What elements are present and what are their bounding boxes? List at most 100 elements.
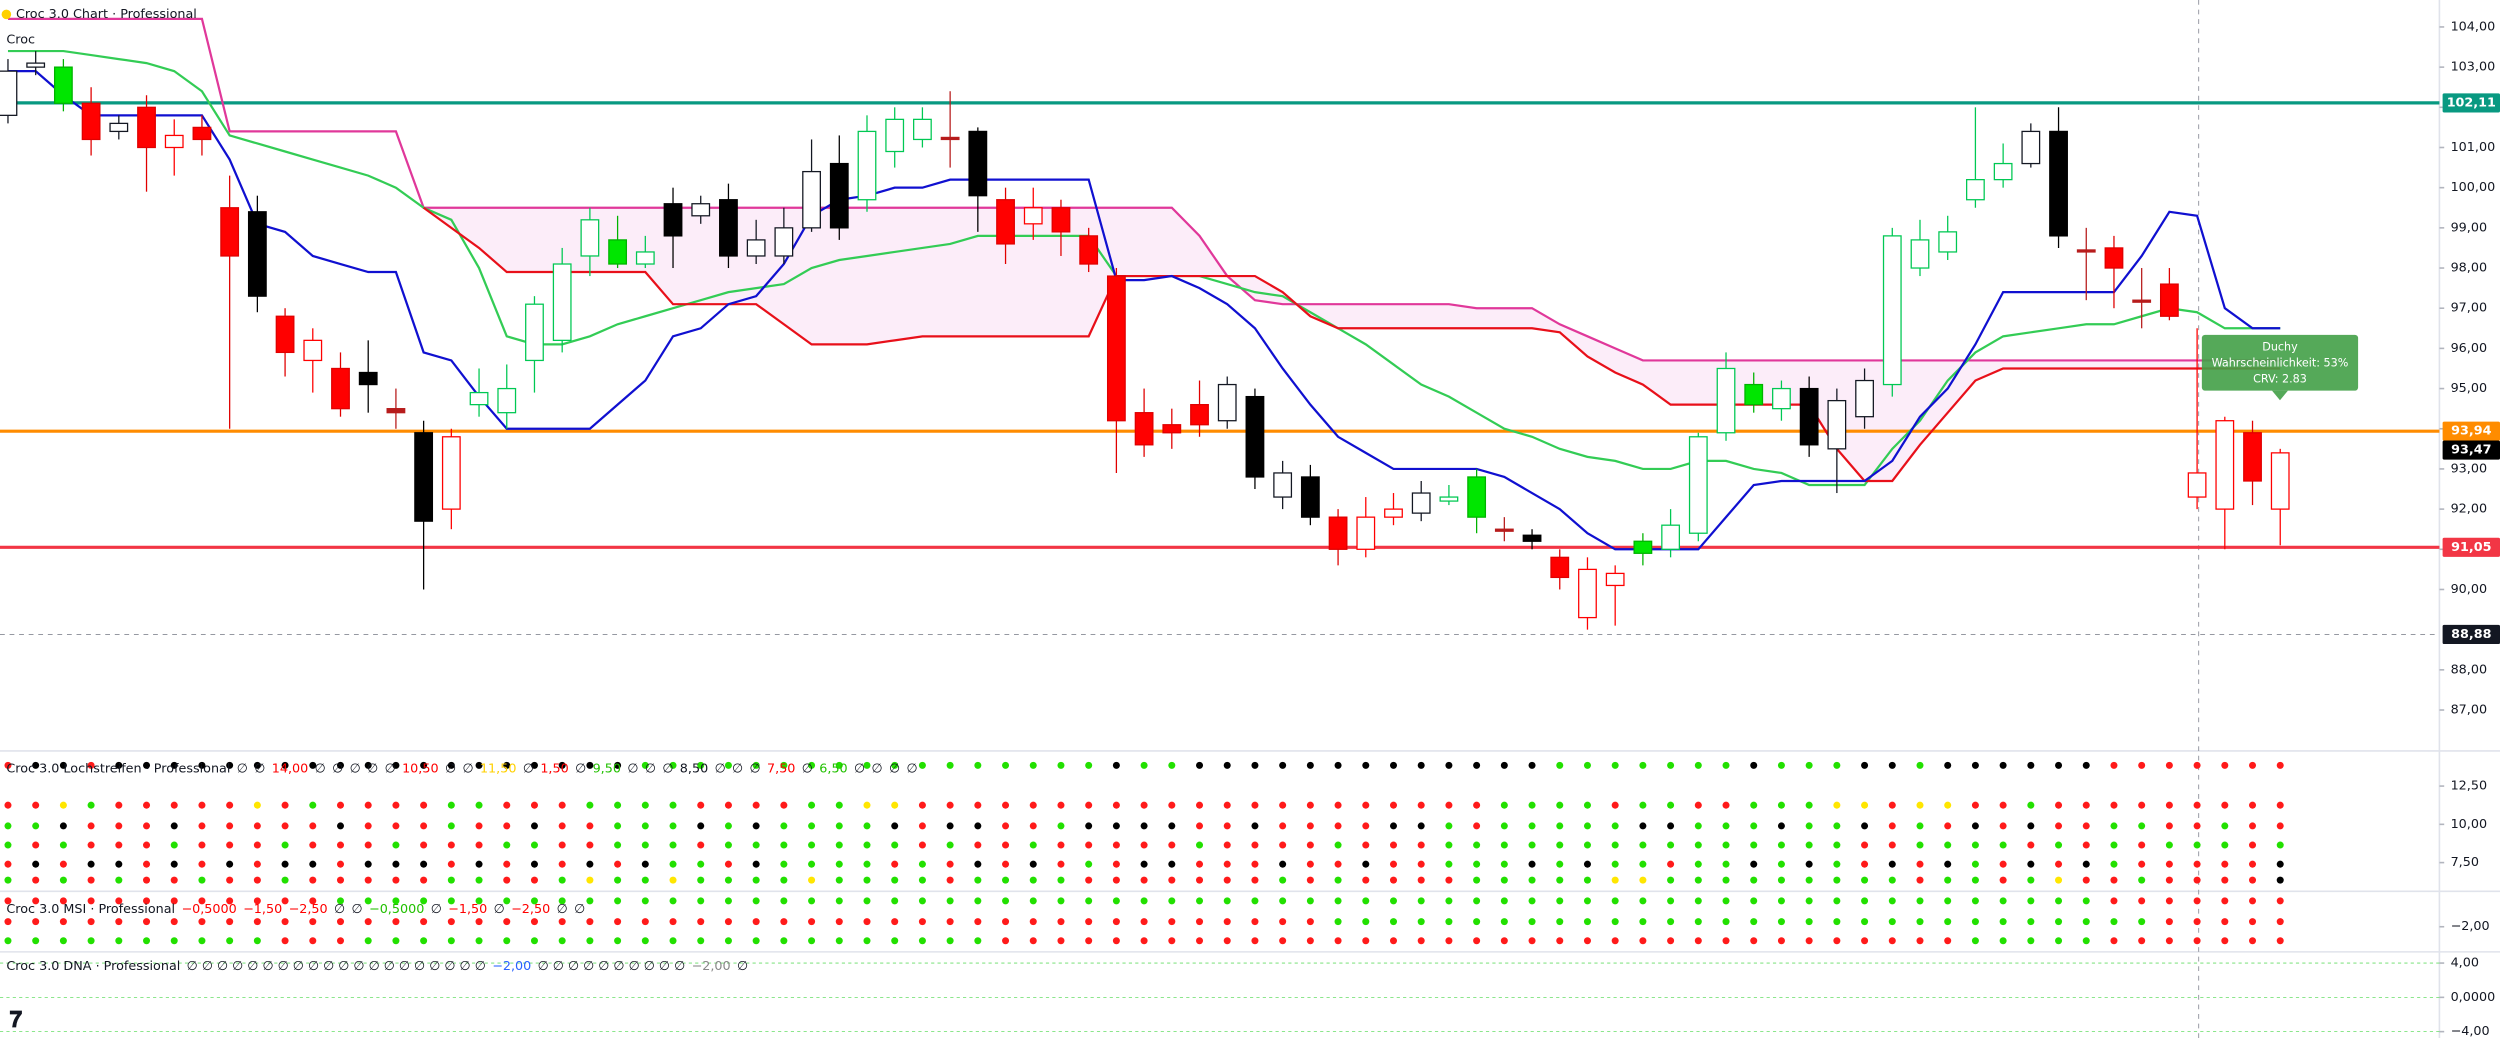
signal-dot [2193, 918, 2201, 926]
signal-dot [253, 841, 261, 849]
panel-value: 8,50 [680, 761, 708, 776]
signal-dot [32, 761, 40, 769]
signal-dot [724, 897, 732, 905]
y-tick-label: 93,00 [2451, 461, 2488, 476]
front-layer: 87,0088,0090,0091,0092,0093,0094,0095,00… [6, 19, 2500, 1038]
signal-dot [475, 937, 483, 945]
signal-dot [1140, 822, 1148, 830]
signal-dot [614, 897, 622, 905]
signal-dot [253, 876, 261, 884]
signal-dot [1223, 761, 1231, 769]
signal-dot [1944, 876, 1952, 884]
signal-dot [1861, 860, 1869, 868]
signal-dot [420, 918, 428, 926]
signal-dot [918, 761, 926, 769]
signal-dot [1888, 876, 1896, 884]
signal-dot [614, 860, 622, 868]
y-tick-label: 96,00 [2451, 341, 2488, 356]
y-tick-label: 98,00 [2451, 261, 2488, 276]
signal-dot [198, 918, 206, 926]
candle-body [2215, 420, 2235, 510]
signal-dot [1334, 822, 1342, 830]
signal-dot [503, 761, 511, 769]
signal-dot [1029, 876, 1037, 884]
candle-body [580, 219, 600, 257]
signal-dot [475, 897, 483, 905]
signal-dot [558, 841, 566, 849]
signal-dot [2276, 841, 2284, 849]
signal-dot [1500, 897, 1508, 905]
signal-dot [641, 841, 649, 849]
signal-dot [1085, 897, 1093, 905]
signal-dot [1168, 897, 1176, 905]
signal-dot [530, 897, 538, 905]
panel-value: 7,50 [767, 761, 795, 776]
candle-body [774, 227, 794, 257]
signal-dot [1417, 918, 1425, 926]
signal-dot [2221, 822, 2229, 830]
signal-dot [1085, 801, 1093, 809]
candle-body [164, 134, 184, 149]
signal-dot [1971, 876, 1979, 884]
signal-dot [392, 860, 400, 868]
signal-dot [281, 761, 289, 769]
signal-dot [641, 937, 649, 945]
candle-body [497, 387, 517, 414]
signal-dot [2221, 918, 2229, 926]
signal-dot [669, 937, 677, 945]
candle-body [663, 203, 683, 237]
signal-dot [226, 918, 234, 926]
signal-dot [808, 918, 816, 926]
signal-dot [1279, 897, 1287, 905]
signal-dot [1473, 897, 1481, 905]
signal-dot [2110, 860, 2118, 868]
signal-dot [1140, 860, 1148, 868]
signal-dot [1334, 761, 1342, 769]
signal-dot [2027, 761, 2035, 769]
signal-dot [32, 801, 40, 809]
signal-dot [1528, 761, 1536, 769]
signal-dot [226, 860, 234, 868]
signal-dot [1112, 801, 1120, 809]
panel-value: ∅ [350, 761, 361, 776]
crosshair-price-tag-label: 88,88 [2451, 627, 2491, 642]
signal-dot [2249, 876, 2257, 884]
signal-dot [1861, 822, 1869, 830]
signal-dot [59, 761, 67, 769]
signal-dot [364, 897, 372, 905]
signal-dot [1777, 876, 1785, 884]
signal-dot [503, 801, 511, 809]
y-tick-label: 104,00 [2451, 19, 2496, 34]
price-tag [2442, 421, 2500, 441]
signal-dot [1833, 822, 1841, 830]
signal-dot [780, 897, 788, 905]
signal-dot [558, 822, 566, 830]
signal-dot [1362, 918, 1370, 926]
signal-dot [2082, 860, 2090, 868]
signal-dot [835, 918, 843, 926]
signal-dot [1528, 876, 1536, 884]
signal-dot [2221, 841, 2229, 849]
candle-body [1550, 556, 1570, 579]
signal-dot [1500, 822, 1508, 830]
signal-dot [1223, 937, 1231, 945]
panel-value: ∅ [462, 761, 473, 776]
signal-dot [198, 801, 206, 809]
signal-dot [1694, 761, 1702, 769]
signal-dot [503, 937, 511, 945]
signal-dot [475, 918, 483, 926]
signal-dot [336, 822, 345, 830]
signal-dot [1861, 801, 1869, 809]
signal-dot [2276, 897, 2284, 905]
signal-dot [1417, 822, 1425, 830]
signal-dot [1112, 937, 1120, 945]
signal-dot [1777, 822, 1785, 830]
panel-y-tick-label: −2,00 [2451, 919, 2490, 934]
signal-dot [1861, 918, 1869, 926]
signal-dot [1279, 918, 1287, 926]
signal-dot [1556, 822, 1564, 830]
signal-dot [1639, 841, 1647, 849]
signal-dot [918, 876, 926, 884]
signal-dot [614, 801, 622, 809]
signal-dot [780, 841, 788, 849]
